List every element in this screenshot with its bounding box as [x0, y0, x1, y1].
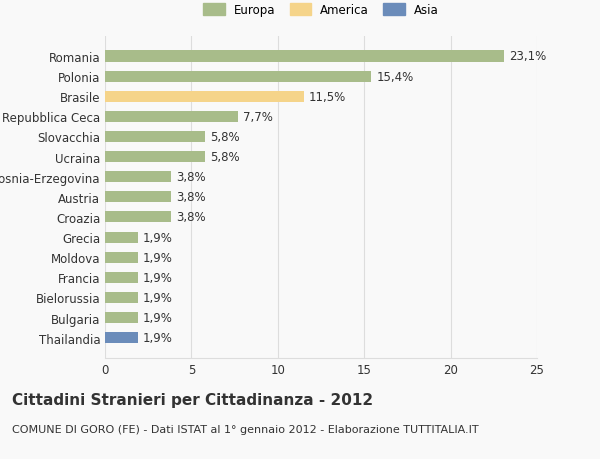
- Bar: [105, 51, 504, 62]
- Text: 15,4%: 15,4%: [376, 70, 413, 84]
- Bar: [105, 232, 138, 243]
- Text: 11,5%: 11,5%: [309, 90, 346, 103]
- Text: 1,9%: 1,9%: [143, 271, 173, 284]
- Text: 1,9%: 1,9%: [143, 311, 173, 325]
- Text: 5,8%: 5,8%: [211, 131, 240, 144]
- Bar: [105, 252, 138, 263]
- Bar: [105, 91, 304, 102]
- Text: 23,1%: 23,1%: [509, 50, 547, 63]
- Bar: [105, 332, 138, 343]
- Text: 5,8%: 5,8%: [211, 151, 240, 164]
- Bar: [105, 212, 170, 223]
- Legend: Europa, America, Asia: Europa, America, Asia: [200, 1, 442, 21]
- Bar: [105, 72, 371, 83]
- Bar: [105, 172, 170, 183]
- Text: 1,9%: 1,9%: [143, 291, 173, 304]
- Bar: [105, 132, 205, 143]
- Bar: [105, 192, 170, 203]
- Bar: [105, 112, 238, 123]
- Text: COMUNE DI GORO (FE) - Dati ISTAT al 1° gennaio 2012 - Elaborazione TUTTITALIA.IT: COMUNE DI GORO (FE) - Dati ISTAT al 1° g…: [12, 425, 479, 435]
- Text: 3,8%: 3,8%: [176, 171, 205, 184]
- Text: 3,8%: 3,8%: [176, 211, 205, 224]
- Text: 1,9%: 1,9%: [143, 231, 173, 244]
- Text: Cittadini Stranieri per Cittadinanza - 2012: Cittadini Stranieri per Cittadinanza - 2…: [12, 392, 373, 408]
- Text: 1,9%: 1,9%: [143, 251, 173, 264]
- Text: 7,7%: 7,7%: [243, 111, 273, 123]
- Bar: [105, 151, 205, 163]
- Bar: [105, 272, 138, 283]
- Bar: [105, 312, 138, 323]
- Text: 1,9%: 1,9%: [143, 331, 173, 344]
- Bar: [105, 292, 138, 303]
- Text: 3,8%: 3,8%: [176, 191, 205, 204]
